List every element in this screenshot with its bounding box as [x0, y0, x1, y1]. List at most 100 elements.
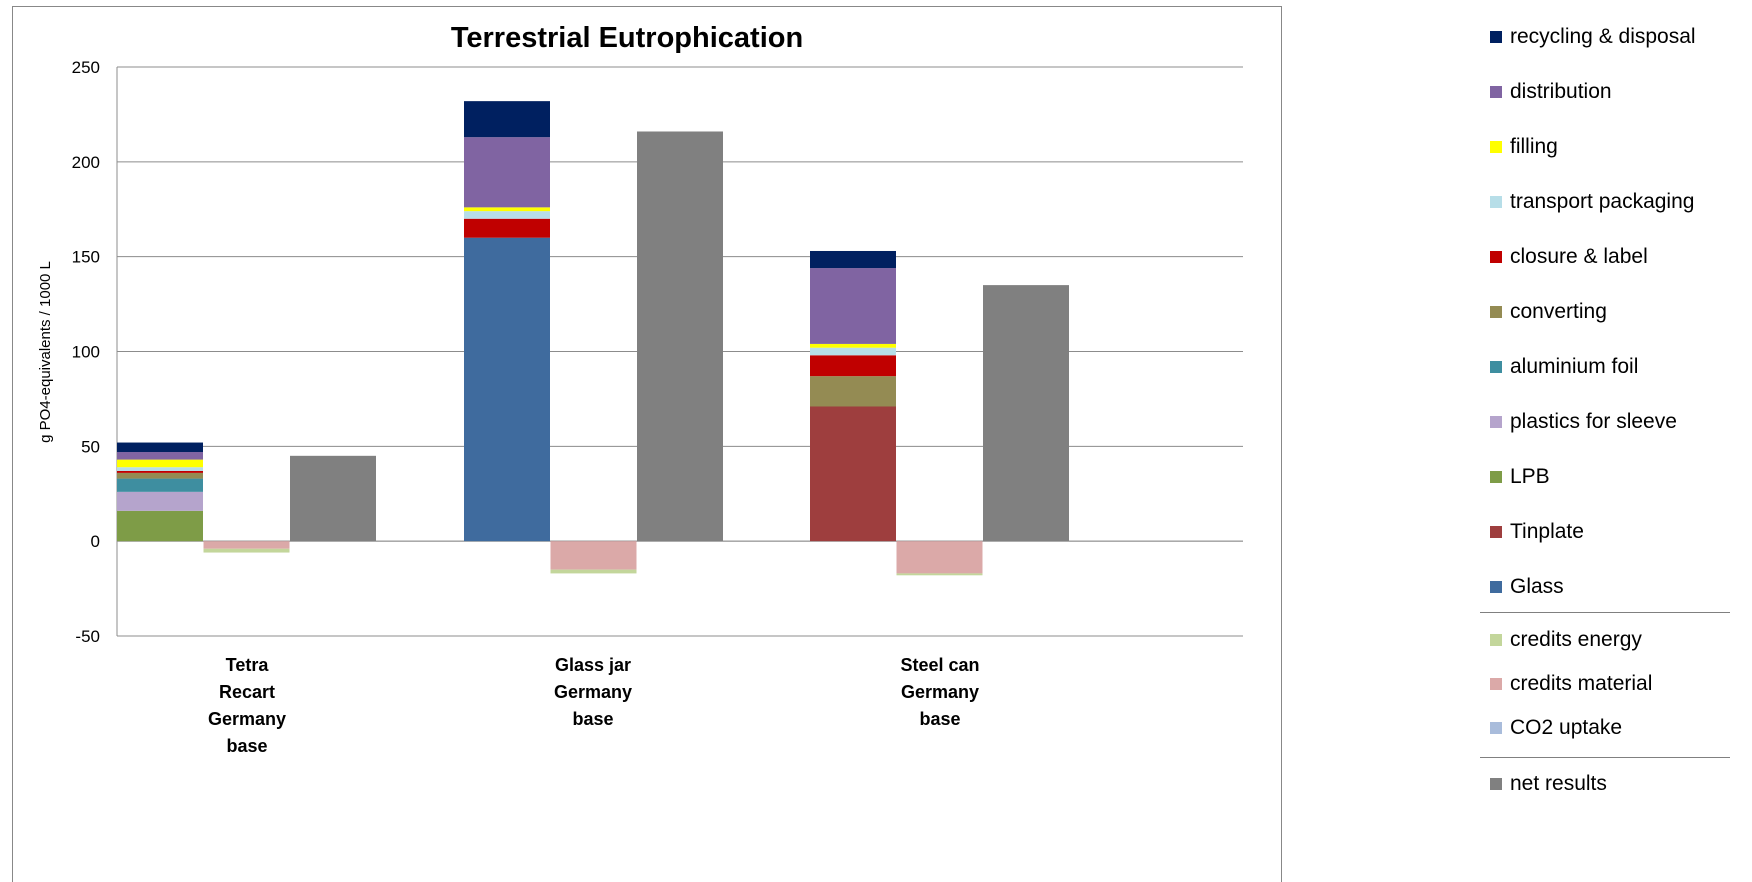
- legend-label: recycling & disposal: [1510, 25, 1696, 48]
- legend-swatch: [1490, 141, 1502, 153]
- bar-segment: [117, 478, 203, 492]
- chart-svg: Terrestrial Eutrophication g PO4-equival…: [37, 22, 1243, 756]
- legend-item: LPB: [1490, 462, 1550, 492]
- legend-item: aluminium foil: [1490, 352, 1638, 382]
- x-category-labels: Tetra Recart Germany base Glass jar Germany ba…: [208, 655, 980, 756]
- bar-segment: [117, 472, 203, 479]
- legend-item: CO2 uptake: [1490, 713, 1622, 743]
- legend-label: Glass: [1510, 575, 1564, 598]
- legend-label: credits energy: [1510, 628, 1642, 651]
- bar-segment: [117, 442, 203, 453]
- x-category-label: Tetra: [226, 655, 270, 675]
- legend-label: closure & label: [1510, 245, 1648, 268]
- x-category-label: base: [226, 736, 267, 756]
- legend-item: net results: [1490, 769, 1607, 799]
- bar-segment: [810, 406, 896, 542]
- bar-segment: [117, 459, 203, 468]
- x-category-label: Germany: [208, 709, 286, 729]
- bar-segment: [117, 452, 203, 460]
- y-tick-label: 150: [72, 248, 100, 267]
- bar-segment: [117, 491, 203, 511]
- y-axis-label: g PO4-equivalents / 1000 L: [37, 261, 54, 443]
- legend-item: recycling & disposal: [1490, 22, 1696, 52]
- y-tick-labels: -50 0 50 100 150 200 250: [72, 58, 100, 646]
- legend-item: distribution: [1490, 77, 1612, 107]
- x-category-label: Recart: [219, 682, 275, 702]
- legend-swatch: [1490, 526, 1502, 538]
- legend-item: transport packaging: [1490, 187, 1694, 217]
- legend-item: Glass: [1490, 572, 1564, 602]
- x-category-label: base: [919, 709, 960, 729]
- legend-item: credits energy: [1490, 625, 1642, 655]
- legend-item: filling: [1490, 132, 1558, 162]
- legend-swatch: [1490, 86, 1502, 98]
- bar-segment: [637, 131, 723, 542]
- x-category-label: Steel can: [900, 655, 979, 675]
- bar-segment: [117, 510, 203, 542]
- y-tick-label: 0: [91, 532, 100, 551]
- bar-segment: [117, 470, 203, 473]
- legend-label: net results: [1510, 772, 1607, 795]
- legend-item: plastics for sleeve: [1490, 407, 1677, 437]
- bar-segment: [464, 211, 550, 219]
- y-tick-label: 250: [72, 58, 100, 77]
- legend-item: credits material: [1490, 669, 1652, 699]
- legend-swatch: [1490, 31, 1502, 43]
- bar-segment: [117, 467, 203, 471]
- legend-swatch: [1490, 581, 1502, 593]
- bar-segment: [464, 207, 550, 212]
- bar-segment: [810, 268, 896, 344]
- y-tick-label: 100: [72, 343, 100, 362]
- x-category-label: Germany: [901, 682, 979, 702]
- bar-segment: [464, 137, 550, 208]
- bar-segment: [464, 218, 550, 238]
- legend-label: transport packaging: [1510, 190, 1695, 213]
- legend-swatch: [1490, 722, 1502, 734]
- bar-segment: [896, 573, 983, 576]
- bar-segment: [550, 569, 637, 574]
- legend-swatch: [1490, 196, 1502, 208]
- x-category-label: Glass jar: [555, 655, 631, 675]
- x-category-label: base: [572, 709, 613, 729]
- legend-label: Tinplate: [1510, 520, 1584, 543]
- legend-swatch: [1490, 634, 1502, 646]
- legend-item: converting: [1490, 297, 1607, 327]
- x-category-label: Germany: [554, 682, 632, 702]
- legend-swatch: [1490, 416, 1502, 428]
- legend-swatch: [1490, 306, 1502, 318]
- legend-separator: [1480, 612, 1730, 613]
- legend-separator: [1480, 757, 1730, 758]
- bar-segment: [550, 541, 637, 570]
- y-tick-label: 200: [72, 153, 100, 172]
- bar-segment: [464, 237, 550, 542]
- chart-area: [12, 6, 1282, 882]
- bar-segment: [464, 101, 550, 138]
- legend-swatch: [1490, 471, 1502, 483]
- y-tick-label: -50: [75, 627, 100, 646]
- legend-label: CO2 uptake: [1510, 716, 1623, 739]
- legend-label: aluminium foil: [1510, 355, 1639, 378]
- legend-label: distribution: [1510, 80, 1612, 103]
- bar-segment: [810, 376, 896, 407]
- bar-segment: [810, 343, 896, 348]
- y-tick-label: 50: [81, 437, 100, 456]
- legend-item: closure & label: [1490, 242, 1648, 272]
- legend-item: Tinplate: [1490, 517, 1584, 547]
- legend-swatch: [1490, 251, 1502, 263]
- legend-label: credits material: [1510, 672, 1653, 695]
- bar-segment: [896, 541, 983, 574]
- chart-title: Terrestrial Eutrophication: [451, 22, 803, 54]
- legend-swatch: [1490, 678, 1502, 690]
- bar-segment: [810, 355, 896, 377]
- bar-segment: [290, 455, 376, 542]
- bar-segment: [983, 285, 1069, 542]
- legend-label: LPB: [1510, 465, 1550, 488]
- legend-swatch: [1490, 778, 1502, 790]
- bar-segment: [203, 541, 290, 549]
- legend-swatch: [1490, 361, 1502, 373]
- legend-label: plastics for sleeve: [1510, 410, 1677, 433]
- legend-label: filling: [1510, 135, 1558, 158]
- bar-segment: [203, 548, 290, 553]
- bar-segment: [810, 250, 896, 269]
- bar-segment: [810, 347, 896, 356]
